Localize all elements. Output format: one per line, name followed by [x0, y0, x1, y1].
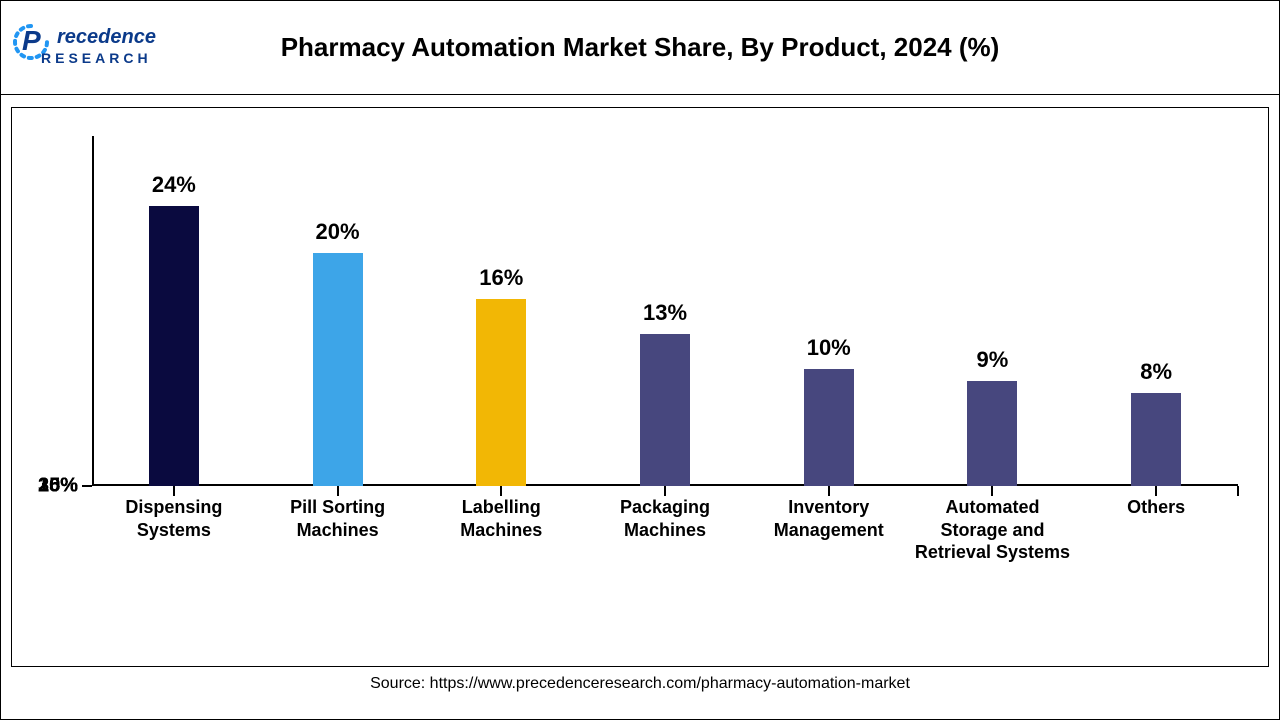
- category-label: Pill Sorting Machines: [256, 486, 420, 636]
- category-labels: Dispensing SystemsPill Sorting MachinesL…: [92, 486, 1238, 636]
- category-label: Automated Storage and Retrieval Systems: [911, 486, 1075, 636]
- source-text: Source: https://www.precedenceresearch.c…: [1, 675, 1279, 693]
- bars-group: 24% 20% 16% 13% 10% 9% 8%: [92, 136, 1238, 486]
- bar: [640, 334, 690, 486]
- chart-title: Pharmacy Automation Market Share, By Pro…: [1, 32, 1279, 63]
- bar-slot: 10%: [747, 136, 911, 486]
- bar: [804, 369, 854, 486]
- category-label: Inventory Management: [747, 486, 911, 636]
- header: recedence P RESEARCH Pharmacy Automation…: [1, 1, 1279, 95]
- bar: [1131, 393, 1181, 486]
- bar-value-label: 13%: [643, 300, 687, 326]
- bar: [967, 381, 1017, 486]
- chart-frame: 0%5%10%15%20%25%30% 24%20%16%13%10%9%8% …: [11, 107, 1269, 667]
- bar-value-label: 24%: [152, 172, 196, 198]
- bar-slot: 24%: [92, 136, 256, 486]
- bar-value-label: 16%: [479, 265, 523, 291]
- category-label: Dispensing Systems: [92, 486, 256, 636]
- category-label: Others: [1074, 486, 1238, 636]
- bar: [149, 206, 199, 486]
- bar-slot: 16%: [419, 136, 583, 486]
- y-tick-label: 30%: [38, 475, 92, 498]
- bar-slot: 13%: [583, 136, 747, 486]
- bar: [476, 299, 526, 486]
- bar-value-label: 10%: [807, 335, 851, 361]
- bar-slot: 9%: [911, 136, 1075, 486]
- bar-value-label: 9%: [977, 347, 1009, 373]
- category-label: Packaging Machines: [583, 486, 747, 636]
- bar-slot: 20%: [256, 136, 420, 486]
- bar-value-label: 8%: [1140, 359, 1172, 385]
- chart-container: recedence P RESEARCH Pharmacy Automation…: [0, 0, 1280, 720]
- bar-slot: 8%: [1074, 136, 1238, 486]
- bar: [313, 253, 363, 486]
- category-label: Labelling Machines: [419, 486, 583, 636]
- plot-area: 0%5%10%15%20%25%30% 24%20%16%13%10%9%8%: [92, 136, 1238, 486]
- bar-value-label: 20%: [316, 219, 360, 245]
